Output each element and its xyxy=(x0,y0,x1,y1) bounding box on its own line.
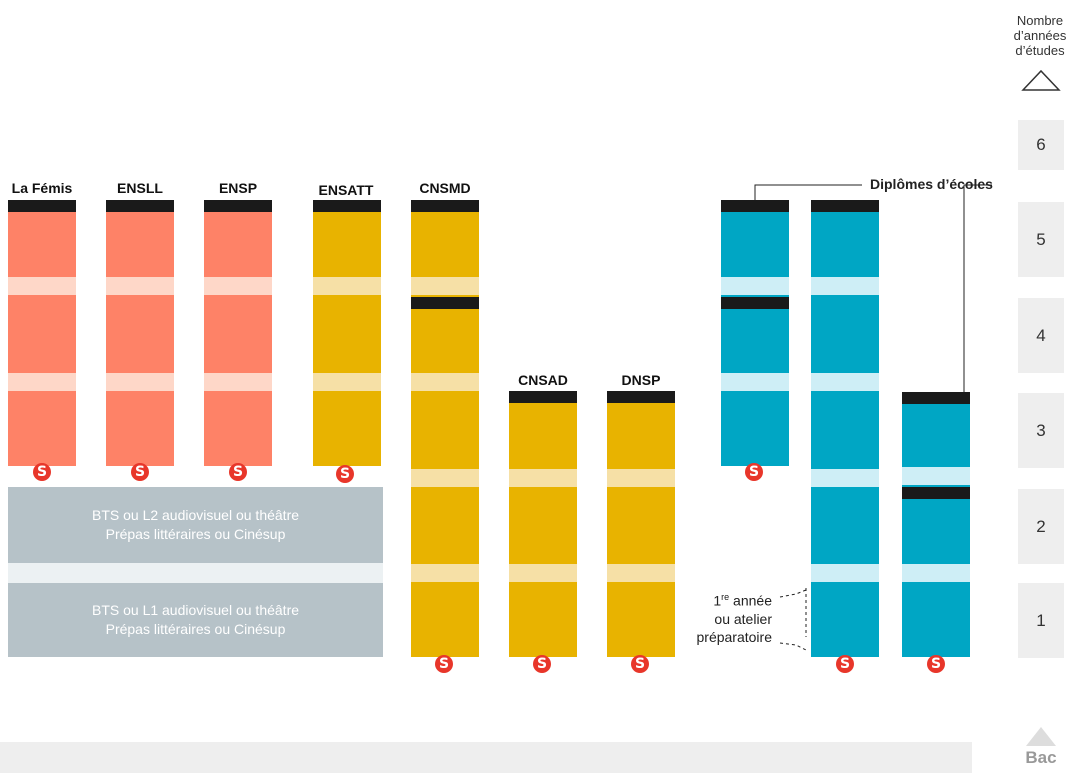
diploma-bar xyxy=(106,200,174,212)
school-column-ensll xyxy=(106,212,174,466)
year-band xyxy=(313,373,381,391)
diploma-bar xyxy=(811,200,879,212)
selection-badge: S xyxy=(631,655,649,673)
school-column-dnsp xyxy=(607,403,675,657)
school-column-la-femis xyxy=(8,212,76,466)
selection-badge: S xyxy=(533,655,551,673)
year-band xyxy=(902,564,970,582)
year-band xyxy=(721,277,789,295)
bac-label: Bac xyxy=(1025,748,1057,767)
diploma-bar xyxy=(313,200,381,212)
year-box-1: 1 xyxy=(1018,583,1064,658)
selection-badge: S xyxy=(33,463,51,481)
diploma-bar xyxy=(721,200,789,212)
diploma-bar xyxy=(509,391,577,403)
year-box-5: 5 xyxy=(1018,202,1064,277)
selection-badge: S xyxy=(131,463,149,481)
selection-badge: S xyxy=(435,655,453,673)
bac-arrow-icon xyxy=(1026,727,1056,746)
year-band xyxy=(607,469,675,487)
year-band xyxy=(509,469,577,487)
prep-gap xyxy=(8,563,383,583)
year-box-2: 2 xyxy=(1018,489,1064,564)
year-band xyxy=(902,467,970,485)
year-band xyxy=(204,373,272,391)
year-box-3: 3 xyxy=(1018,393,1064,468)
bottom-band xyxy=(0,742,972,773)
school-column-university-a xyxy=(721,212,789,466)
legend-diplomes-ecoles: Diplômes d’écoles xyxy=(870,176,993,192)
year-band xyxy=(811,373,879,391)
school-column-university-c xyxy=(902,404,970,657)
year-band xyxy=(607,564,675,582)
school-column-ensatt xyxy=(313,212,381,466)
year-band xyxy=(411,373,479,391)
school-column-ensp xyxy=(204,212,272,466)
school-label-cnsmd: CNSMD xyxy=(419,180,471,196)
school-label-cnsad: CNSAD xyxy=(518,372,568,388)
selection-badge: S xyxy=(927,655,945,673)
year-band xyxy=(411,564,479,582)
diploma-bar xyxy=(902,487,970,499)
year-band xyxy=(411,469,479,487)
year-band xyxy=(811,564,879,582)
diploma-bar xyxy=(721,297,789,309)
diploma-bar xyxy=(411,297,479,309)
year-band xyxy=(313,277,381,295)
year-band xyxy=(411,277,479,295)
year-band xyxy=(8,373,76,391)
year-band xyxy=(204,277,272,295)
year-band xyxy=(721,373,789,391)
year-band xyxy=(8,277,76,295)
year-band xyxy=(106,277,174,295)
year-box-6: 6 xyxy=(1018,120,1064,170)
selection-badge: S xyxy=(745,463,763,481)
year-band xyxy=(509,564,577,582)
year-box-4: 4 xyxy=(1018,298,1064,373)
diploma-bar xyxy=(902,392,970,404)
school-label-ensp: ENSP xyxy=(218,180,258,196)
diploma-bar xyxy=(8,200,76,212)
axis-title: Nombre d’années d’études xyxy=(1013,13,1067,58)
school-label-ensatt: ENSATT xyxy=(318,182,374,198)
year-band xyxy=(811,469,879,487)
school-label-dnsp: DNSP xyxy=(621,372,661,388)
selection-badge: S xyxy=(336,465,354,483)
school-label-ensll: ENSLL xyxy=(117,180,163,196)
axis-up-arrow-icon xyxy=(1021,69,1061,91)
diploma-bar xyxy=(411,200,479,212)
diploma-bar xyxy=(607,391,675,403)
year-band xyxy=(106,373,174,391)
diploma-bar xyxy=(204,200,272,212)
school-label-la-femis: La Fémis xyxy=(11,180,73,196)
school-column-cnsad xyxy=(509,403,577,657)
year-band xyxy=(811,277,879,295)
selection-badge: S xyxy=(229,463,247,481)
selection-badge: S xyxy=(836,655,854,673)
note-premiere-annee: 1re année ou atelier préparatoire xyxy=(696,592,773,645)
prep-block-year-1: BTS ou L1 audiovisuel ou théâtre Prépas … xyxy=(8,583,383,657)
prep-block-year-2: BTS ou L2 audiovisuel ou théâtre Prépas … xyxy=(8,487,383,563)
